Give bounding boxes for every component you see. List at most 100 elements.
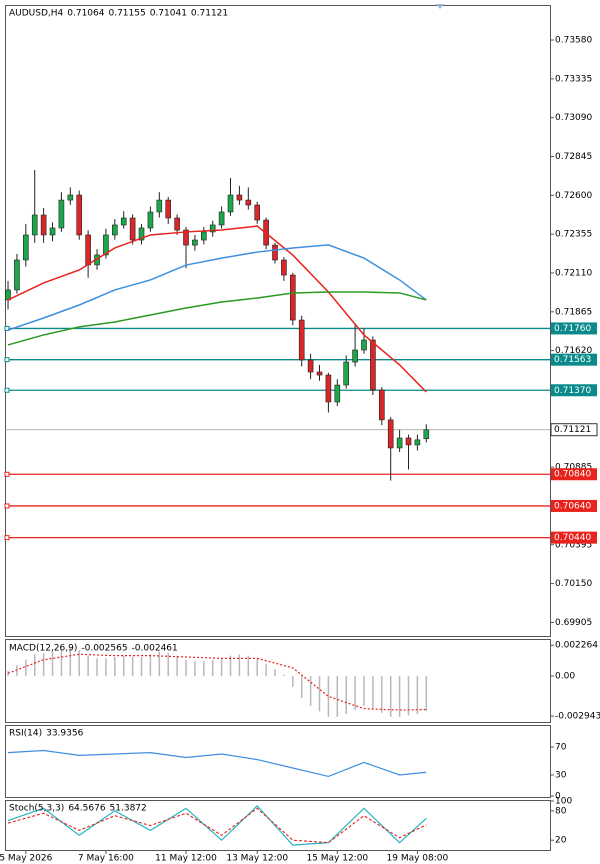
level-handle [4, 357, 10, 363]
candle-body [49, 227, 56, 236]
level-label-box [551, 531, 597, 544]
candle-body [423, 429, 430, 440]
level-label-box [551, 353, 597, 366]
candle-body [103, 234, 109, 256]
candle-body [85, 234, 91, 266]
level-label: 0.71760 [554, 324, 591, 334]
y-tick-label: -0.002943 [555, 712, 600, 722]
candle-body [379, 389, 385, 421]
level-label: 0.71370 [554, 386, 591, 396]
header-close: 0.71121 [191, 9, 228, 19]
y-tick-label: 0.71865 [555, 307, 592, 317]
moving-average [7, 225, 427, 393]
candle-body [23, 234, 29, 261]
y-tick-label: 0.73580 [555, 36, 592, 46]
candle-body [218, 211, 225, 226]
candle-body [370, 339, 376, 391]
header-high: 0.71155 [108, 9, 145, 19]
y-tick-label: 0.72355 [555, 230, 592, 240]
candle-body [138, 227, 145, 241]
macd-signal [7, 653, 427, 711]
y-tick-label: 0.70885 [555, 463, 592, 473]
candle-body [129, 217, 136, 241]
level-handle [4, 387, 10, 393]
y-tick-label: 0.73090 [555, 113, 592, 123]
candle-body [272, 244, 278, 261]
rsi-panel [5, 725, 551, 798]
y-tick-label: 30 [555, 771, 567, 781]
level-label: 0.70840 [554, 470, 591, 480]
symbol: AUDUSD,H4 [9, 9, 64, 19]
level-label: 0.70440 [554, 533, 591, 543]
rsi-title: RSI(14) [9, 729, 42, 739]
moving-average [7, 244, 427, 331]
x-tick-label: 13 May 12:00 [226, 854, 288, 864]
y-tick-label: 0.70395 [555, 540, 592, 550]
stoch-title: Stoch(5,3,3) [9, 804, 64, 814]
candle-body [405, 437, 412, 446]
candle-body [120, 217, 127, 226]
macd-title: MACD(12,26,9) [9, 644, 77, 654]
y-tick-label: 0.69905 [555, 618, 592, 628]
y-tick-label: 0 [555, 792, 561, 802]
candle-body [298, 319, 305, 361]
rsi-line [7, 749, 427, 778]
level-handle [4, 325, 10, 331]
x-tick-label: 11 May 12:00 [155, 854, 217, 864]
candle-body [396, 437, 403, 449]
y-tick-label: 100 [555, 797, 572, 807]
y-tick-label: 0.70150 [555, 579, 592, 589]
candle-body [245, 199, 252, 206]
level-label: 0.71563 [554, 355, 591, 365]
y-tick-label: 0.002264 [555, 641, 598, 651]
level-label-box [551, 499, 597, 512]
level-label-box [551, 468, 597, 481]
candle-body [183, 229, 189, 246]
level-label: 0.70640 [554, 501, 591, 511]
candle-body [58, 199, 65, 229]
candle-body [236, 194, 243, 201]
candle-body [174, 217, 180, 231]
candle-body [290, 274, 296, 321]
stoch-signal-value: 51.3872 [110, 804, 147, 814]
candle-body [156, 199, 163, 213]
y-tick-label: 0.72110 [555, 268, 592, 278]
level-handle [4, 503, 10, 509]
y-tick-label: 20 [555, 836, 567, 846]
candle-body [414, 439, 421, 446]
candle-body [147, 211, 154, 229]
candle-body [343, 361, 350, 386]
header-low: 0.71041 [150, 9, 187, 19]
candle-body [31, 214, 38, 236]
x-tick-label: 5 May 2026 [0, 854, 53, 864]
stoch-signal [7, 807, 427, 844]
candle-body [227, 194, 234, 213]
macd-value: -0.002565 [81, 644, 127, 654]
y-tick-label: 0.71620 [555, 346, 592, 356]
candle-body [165, 199, 172, 219]
macd-panel [5, 639, 551, 723]
level-label-box [551, 322, 597, 335]
candle-body [334, 384, 341, 403]
x-tick-label: 7 May 16:00 [78, 854, 134, 864]
x-tick-label: 15 May 12:00 [306, 854, 368, 864]
y-tick-label: 80 [555, 806, 567, 816]
candle-body [112, 224, 118, 236]
current-price-label: 0.71121 [554, 425, 591, 435]
level-label-box [551, 384, 597, 397]
candle-body [352, 349, 358, 363]
current-price-box [550, 423, 598, 437]
candle-body [14, 259, 20, 291]
stoch-value: 64.5676 [68, 804, 105, 814]
candle-body [316, 371, 323, 376]
candle-body [40, 214, 47, 236]
level-handle [4, 535, 10, 541]
candle-body [254, 204, 261, 221]
candle-body [281, 259, 287, 276]
stoch-line [7, 805, 427, 846]
y-tick-label: 0.00 [555, 672, 575, 682]
stoch-panel [5, 800, 551, 851]
candle-body [361, 339, 367, 351]
